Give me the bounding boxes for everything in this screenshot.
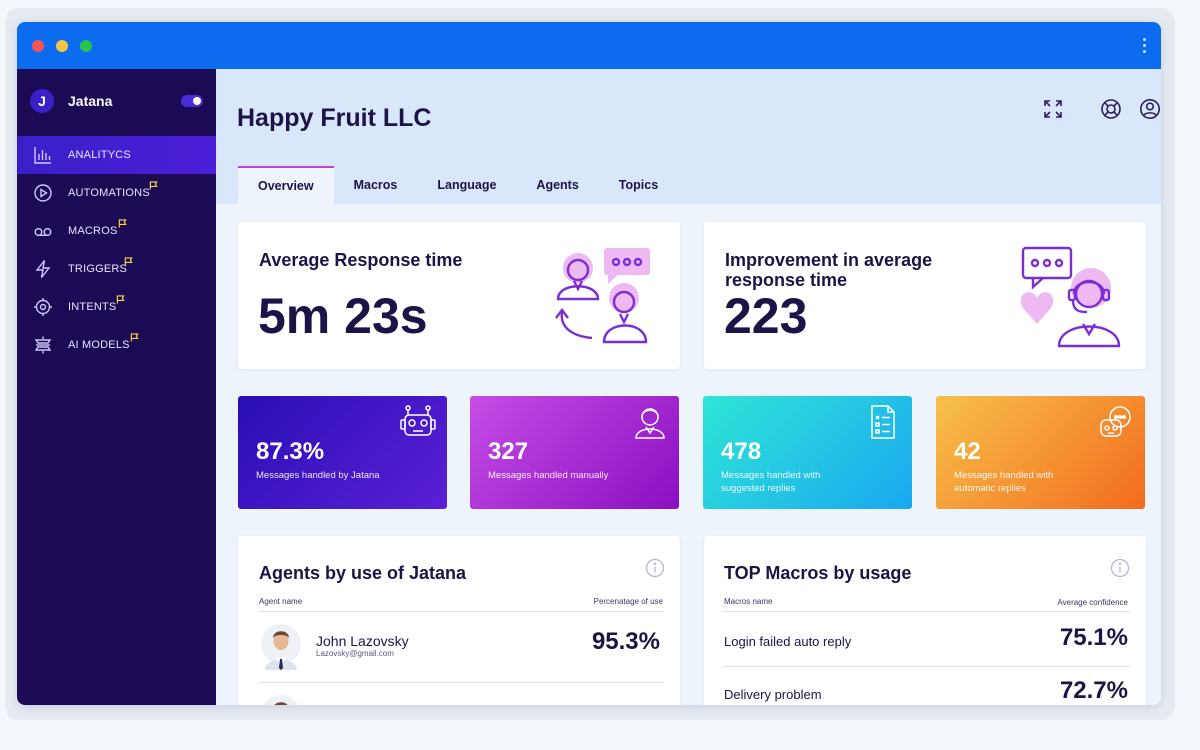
close-window-button[interactable] <box>32 40 44 52</box>
tab-agents[interactable]: Agents <box>536 178 579 192</box>
voicemail-icon <box>34 227 52 236</box>
flag-icon <box>149 181 158 190</box>
flag-icon <box>124 257 133 266</box>
sidebar-item-label: MACROS <box>68 225 118 237</box>
play-circle-icon <box>34 184 52 202</box>
info-icon[interactable] <box>645 558 665 578</box>
agent-percentage: 95.3% <box>591 628 660 655</box>
sidebar-item-triggers[interactable]: TRIGGERS <box>17 250 216 288</box>
stat-jatana: 87.3% Messages handled by Jatana <box>238 396 447 509</box>
table-row[interactable]: Login failed auto reply 75.1% <box>724 616 1130 666</box>
header-divider <box>259 611 664 612</box>
target-icon <box>34 298 52 316</box>
minimize-window-button[interactable] <box>56 40 68 52</box>
sidebar-item-automations[interactable]: AUTOMATIONS <box>17 174 216 212</box>
tab-language[interactable]: Language <box>437 178 497 192</box>
flag-icon <box>116 295 125 304</box>
bar-chart-icon <box>34 147 51 164</box>
agents-usage-card: Agents by use of Jatana Agent name Perce… <box>238 536 680 705</box>
macro-confidence: 72.7% <box>1059 677 1128 704</box>
document-icon <box>871 405 895 439</box>
kebab-menu-icon[interactable] <box>1141 38 1147 54</box>
agent-icon <box>635 408 665 439</box>
stat-label: Messages handled by Jatana <box>256 470 380 481</box>
stat-automatic: 42 Messages handled with automatic repli… <box>936 396 1145 509</box>
sidebar: J Jatana ANALITYCS AUTOMATIONS MACROS <box>17 69 216 705</box>
macro-confidence: 75.1% <box>1059 624 1128 651</box>
stat-value: 478 <box>721 438 762 465</box>
sidebar-item-analytics[interactable]: ANALITYCS <box>17 136 216 174</box>
column-header-confidence: Average confidence <box>1057 598 1128 607</box>
theme-toggle[interactable] <box>181 95 203 107</box>
user-circle-icon[interactable] <box>1139 98 1161 120</box>
agent-email: Lazovsky@gmail.com <box>316 649 394 658</box>
sidebar-item-label: AI MODELS <box>68 339 130 351</box>
sidebar-item-intents[interactable]: INTENTS <box>17 288 216 326</box>
top-macros-card: TOP Macros by usage Macros name Average … <box>704 536 1146 705</box>
avatar <box>263 695 299 705</box>
sidebar-item-ai-models[interactable]: AI MODELS <box>17 326 216 364</box>
stat-value: 327 <box>488 438 529 465</box>
maximize-window-button[interactable] <box>80 40 92 52</box>
macro-name: Login failed auto reply <box>724 634 852 649</box>
robot-icon <box>400 405 436 436</box>
sidebar-item-label: TRIGGERS <box>68 263 128 275</box>
brand-name: Jatana <box>68 93 113 109</box>
brand[interactable]: J Jatana <box>30 89 112 113</box>
stat-manual: 327 Messages handled manually <box>470 396 679 509</box>
lifebuoy-icon[interactable] <box>1100 98 1122 120</box>
main-content: Happy Fruit LLC Overview Macros Language… <box>216 69 1161 705</box>
app-window: J Jatana ANALITYCS AUTOMATIONS MACROS <box>17 22 1161 705</box>
macro-name: Delivery problem <box>724 687 822 702</box>
info-icon[interactable] <box>1110 558 1130 578</box>
brand-logo: J <box>30 89 54 113</box>
header-divider <box>724 611 1130 612</box>
avatar <box>261 624 301 670</box>
stat-value: 42 <box>954 438 981 465</box>
improvement-card: Improvement in average response time 223 <box>704 222 1146 369</box>
column-header-macros-name: Macros name <box>724 597 773 606</box>
stat-label: Messages handled with suggested replies <box>721 470 821 494</box>
average-response-title: Average Response time <box>259 250 463 270</box>
table-row[interactable]: John Lazovsky Lazovsky@gmail.com 95.3% <box>259 616 664 682</box>
stat-label: Messages handled with automatic replies <box>954 470 1054 494</box>
agents-usage-title: Agents by use of Jatana <box>259 563 467 583</box>
stat-label: Messages handled manually <box>488 470 609 481</box>
row-divider <box>259 682 664 683</box>
ai-layers-icon <box>34 336 52 354</box>
flag-icon <box>130 333 139 342</box>
average-response-value: 5m 23s <box>258 288 428 344</box>
page-header: Happy Fruit LLC Overview Macros Language… <box>216 69 1161 204</box>
sidebar-item-macros[interactable]: MACROS <box>17 212 216 250</box>
column-header-percentage: Percenatage of use <box>593 597 663 606</box>
tab-overview[interactable]: Overview <box>238 166 334 204</box>
column-header-agent-name: Agent name <box>259 597 303 606</box>
row-divider <box>724 666 1130 667</box>
agents-exchange-illustration <box>555 248 650 344</box>
sidebar-item-label: AUTOMATIONS <box>68 187 150 199</box>
top-macros-title: TOP Macros by usage <box>724 563 912 583</box>
support-agent-illustration <box>1021 246 1121 348</box>
lightning-icon <box>35 260 51 278</box>
improvement-value: 223 <box>724 288 808 344</box>
stat-suggested: 478 Messages handled with suggested repl… <box>703 396 912 509</box>
table-row[interactable] <box>259 687 664 705</box>
sidebar-item-label: INTENTS <box>68 301 117 313</box>
flag-icon <box>118 219 127 228</box>
page-title: Happy Fruit LLC <box>237 104 432 132</box>
improvement-title: Improvement in average response time <box>725 250 933 290</box>
sidebar-item-label: ANALITYCS <box>68 149 131 161</box>
title-bar <box>17 22 1161 69</box>
tab-macros[interactable]: Macros <box>353 178 398 192</box>
stat-value: 87.3% <box>256 438 325 465</box>
bot-chat-icon <box>1100 406 1131 437</box>
tab-topics[interactable]: Topics <box>618 178 659 192</box>
average-response-card: Average Response time 5m 23s <box>238 222 680 369</box>
table-row[interactable]: Delivery problem 72.7% <box>724 671 1130 705</box>
fullscreen-icon[interactable] <box>1042 98 1064 120</box>
agent-name: John Lazovsky <box>316 633 409 649</box>
tab-bar: Overview Macros Language Agents Topics <box>238 166 678 204</box>
